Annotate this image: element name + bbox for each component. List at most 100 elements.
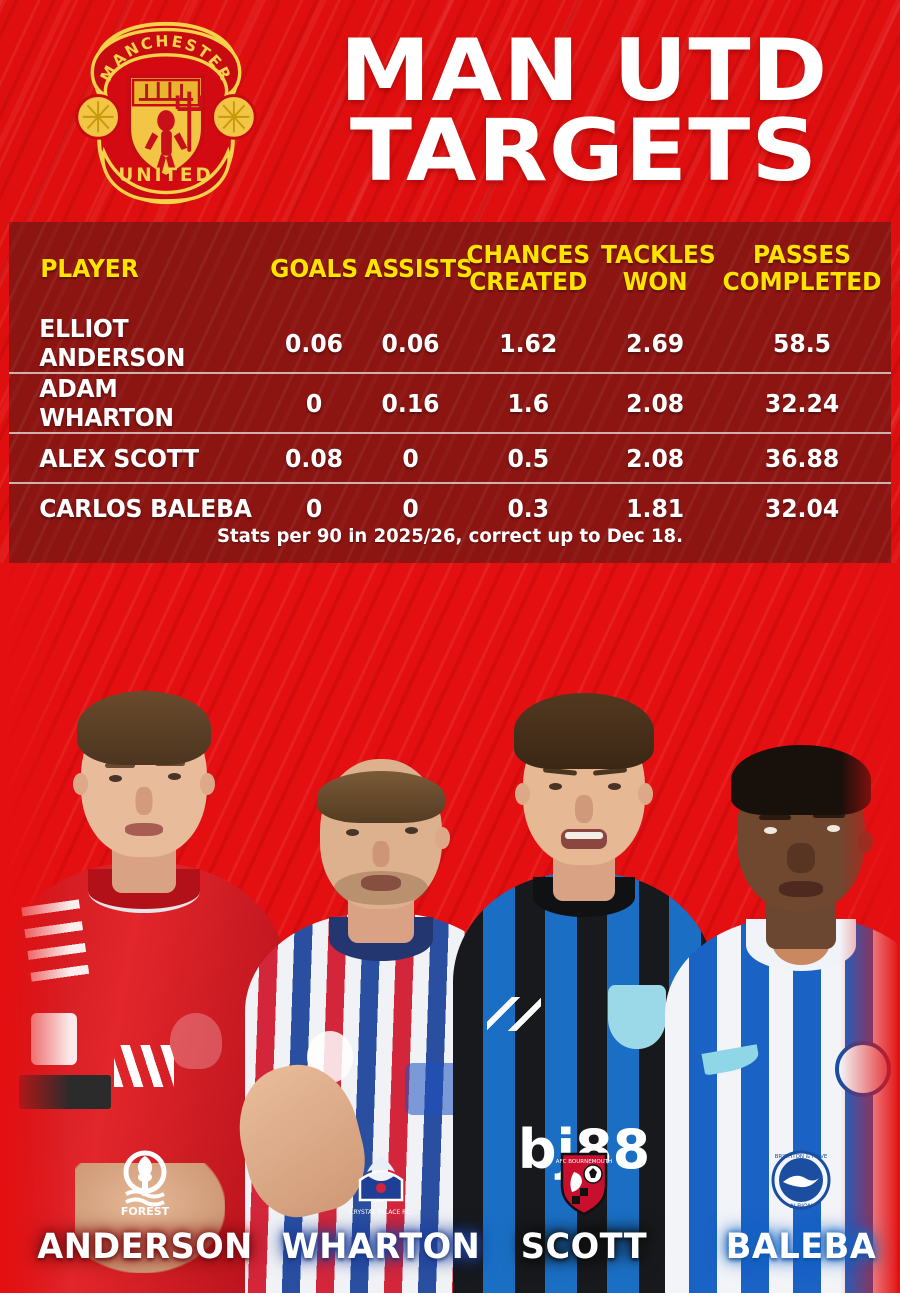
- eye-left: [764, 827, 777, 834]
- svg-text:BRIGHTON & HOVE: BRIGHTON & HOVE: [775, 1154, 828, 1160]
- umbro-logo-icon: [487, 997, 541, 1031]
- eye-left: [109, 775, 122, 782]
- bournemouth-kit-badge-icon: [608, 985, 666, 1049]
- player-name-label: WHARTON: [281, 1227, 481, 1267]
- brow-left: [759, 815, 791, 820]
- table-row: CARLOS BALEBA 0 0 0.3 1.81 32.04: [9, 482, 891, 533]
- cell-passes-completed: 32.04: [718, 482, 886, 533]
- cell-player: ADAM WHARTON: [16, 372, 260, 433]
- adidas-sleeve-stripes-icon: [21, 899, 91, 993]
- eye-right: [405, 827, 418, 834]
- cell-passes-completed: 36.88: [718, 432, 886, 483]
- nameplate-anderson: FOREST ANDERSON: [0, 1146, 290, 1267]
- column-header-player: PLAYER: [40, 253, 139, 283]
- hands: [75, 1163, 225, 1273]
- mouth: [361, 875, 401, 891]
- teeth: [565, 832, 603, 839]
- kit-sponsor-patch: [19, 1075, 111, 1109]
- brighton-kit-badge-icon: [835, 1041, 891, 1097]
- hair: [317, 771, 445, 823]
- cell-goals: 0.08: [269, 432, 359, 483]
- cell-player: ALEX SCOTT: [16, 432, 260, 483]
- title-line-2: TARGETS: [349, 101, 819, 201]
- nameplate-baleba: BRIGHTON & HOVE ALBION BALEBA: [660, 1146, 900, 1267]
- hair: [77, 691, 211, 765]
- player-name-label: BALEBA: [725, 1227, 877, 1267]
- chances-line-2: CREATED: [469, 267, 588, 296]
- forest-kit-badge-icon: [170, 1013, 222, 1069]
- ear-right: [638, 783, 653, 805]
- cell-goals: 0.06: [284, 328, 343, 358]
- column-header-passes-completed: PASSES COMPLETED: [719, 222, 885, 314]
- poster-header: UNITED MANCHESTER MAN UTD TARGETS: [0, 0, 900, 222]
- eye-right: [608, 783, 621, 790]
- hair: [731, 745, 871, 815]
- eye-right: [168, 773, 181, 780]
- tackles-line-1: TACKLES: [600, 240, 716, 269]
- chances-line-1: CHANCES: [466, 240, 591, 269]
- cell-tackles-won: 2.69: [625, 328, 684, 358]
- cell-player: ELLIOT ANDERSON: [39, 314, 186, 372]
- stats-panel: PLAYER GOALS ASSISTS CHANCES CREATED TAC…: [9, 222, 891, 563]
- svg-text:FOREST: FOREST: [121, 1205, 170, 1216]
- table-row: ADAM WHARTON 0 0.16 1.6 2.08 32.24: [9, 372, 891, 433]
- poster-title: MAN UTD TARGETS: [276, 14, 892, 210]
- cell-assists: 0: [363, 432, 458, 483]
- mouth-open: [561, 829, 607, 849]
- cell-assists: 0: [363, 482, 458, 533]
- cell-assists: 0.16: [363, 372, 458, 433]
- nike-swoosh-icon: [701, 1044, 761, 1076]
- cell-tackles-won: 2.08: [600, 372, 710, 433]
- nottingham-forest-crest-icon: FOREST: [0, 1146, 290, 1221]
- afc-bournemouth-crest-icon: AFC BOURNEMOUTH: [446, 1146, 722, 1221]
- column-header-chances-created: CHANCES CREATED: [465, 222, 592, 314]
- cell-goals: 0: [269, 482, 359, 533]
- cell-player: CARLOS BALEBA: [16, 482, 260, 533]
- cell-chances-created: 0.3: [464, 482, 593, 533]
- svg-text:ALBION: ALBION: [790, 1203, 813, 1210]
- ear-right: [858, 831, 873, 853]
- eye-left: [549, 783, 562, 790]
- tackles-line-2: WON: [622, 267, 688, 296]
- hair: [514, 693, 654, 769]
- stats-table: PLAYER GOALS ASSISTS CHANCES CREATED TAC…: [9, 222, 891, 533]
- crystal-palace-crest-icon: CRYSTAL PALACE F.C.: [236, 1146, 526, 1221]
- player-name-label: ANDERSON: [37, 1227, 253, 1267]
- cell-chances-created: 1.62: [499, 328, 558, 358]
- cell-passes-completed: 32.24: [718, 372, 886, 433]
- svg-text:UNITED: UNITED: [118, 165, 213, 186]
- ear-right: [200, 773, 215, 795]
- cell-passes-completed: 58.5: [772, 328, 831, 358]
- table-row: ELLIOT ANDERSON 0.06 0.06 1.62 2.69 58.5: [9, 314, 891, 373]
- stats-footnote: Stats per 90 in 2025/26, correct up to D…: [217, 525, 683, 547]
- table-row: ALEX SCOTT 0.08 0 0.5 2.08 36.88: [9, 432, 891, 483]
- passes-line-1: PASSES: [752, 240, 851, 269]
- cell-tackles-won: 1.81: [600, 482, 710, 533]
- nose: [372, 841, 390, 867]
- nameplate-wharton: CRYSTAL PALACE F.C. WHARTON: [236, 1146, 526, 1267]
- nameplate-scott: AFC BOURNEMOUTH SCOTT: [446, 1146, 722, 1267]
- column-header-tackles-won: TACKLES WON: [600, 222, 716, 314]
- title-line-1: MAN UTD: [339, 21, 829, 122]
- ear-right: [435, 827, 450, 849]
- beard: [334, 871, 428, 905]
- premier-league-badge-icon: [31, 1013, 77, 1065]
- adidas-logo-icon: [114, 1045, 174, 1087]
- column-header-assists: ASSISTS: [364, 253, 473, 283]
- brow-left: [105, 763, 135, 768]
- cell-chances-created: 0.5: [464, 432, 593, 483]
- ear-left: [515, 783, 530, 805]
- cell-goals: 0: [269, 372, 359, 433]
- svg-text:CRYSTAL PALACE F.C.: CRYSTAL PALACE F.C.: [350, 1209, 412, 1216]
- column-header-goals: GOALS: [270, 253, 358, 283]
- mouth: [779, 881, 823, 897]
- nose: [787, 843, 815, 873]
- player-photo-strip: bj88: [0, 563, 900, 1293]
- passes-line-2: COMPLETED: [722, 267, 882, 296]
- nose: [135, 787, 153, 815]
- cell-chances-created: 1.6: [464, 372, 593, 433]
- brow-right: [813, 813, 845, 818]
- eye-right: [827, 825, 840, 832]
- cell-assists: 0.06: [381, 328, 440, 358]
- table-body: ELLIOT ANDERSON 0.06 0.06 1.62 2.69 58.5…: [9, 314, 891, 533]
